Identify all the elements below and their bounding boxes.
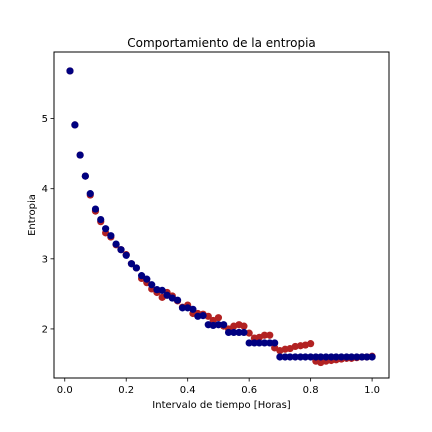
data-point	[240, 322, 248, 330]
data-point	[97, 215, 105, 224]
data-point	[143, 275, 151, 283]
data-point	[137, 272, 146, 280]
data-point	[286, 353, 294, 361]
data-point	[132, 264, 140, 272]
data-point	[276, 353, 284, 361]
data-point	[266, 331, 274, 339]
data-point	[260, 339, 269, 347]
data-point	[102, 225, 110, 233]
data-point	[337, 353, 345, 361]
x-tick-label: 0.8	[303, 385, 319, 396]
data-point	[266, 339, 274, 347]
data-point	[81, 172, 89, 180]
data-point	[127, 260, 136, 268]
data-point	[112, 240, 120, 248]
data-point	[189, 305, 197, 313]
data-point	[76, 151, 84, 159]
data-point	[363, 353, 371, 361]
data-point	[368, 353, 376, 361]
chart-title: Comportamiento de la entropia	[127, 36, 316, 50]
y-tick-label: 3	[42, 254, 48, 265]
series-2	[66, 67, 376, 361]
data-point	[240, 328, 248, 337]
data-point	[117, 246, 125, 254]
data-point	[173, 296, 182, 304]
plot-area	[53, 51, 390, 379]
y-axis: 2 3 4 5	[42, 114, 54, 335]
data-point	[230, 328, 238, 337]
data-point	[178, 304, 187, 312]
data-point	[214, 314, 223, 322]
data-point	[353, 353, 361, 361]
x-axis: 0.0 0.2 0.4 0.6 0.8 1.0	[57, 378, 380, 396]
data-point	[271, 339, 279, 347]
data-point	[332, 353, 340, 361]
data-point	[66, 67, 74, 75]
data-point	[281, 353, 289, 361]
x-axis-label: Intervalo de tiempo [Horas]	[152, 400, 290, 411]
data-point	[86, 190, 94, 198]
data-point	[158, 286, 166, 294]
y-tick-label: 4	[42, 184, 48, 195]
data-point	[347, 353, 356, 361]
y-tick-label: 2	[42, 324, 48, 335]
data-point	[148, 281, 156, 289]
x-tick-label: 0.2	[118, 385, 134, 396]
data-point	[199, 312, 207, 320]
data-point	[214, 321, 223, 329]
data-point	[291, 353, 299, 361]
data-point	[220, 321, 228, 329]
data-point	[301, 353, 309, 361]
data-point	[122, 251, 130, 259]
x-tick-label: 0.4	[180, 385, 196, 396]
x-tick-label: 0.6	[241, 385, 257, 396]
data-point	[245, 339, 253, 347]
y-tick-label: 5	[42, 114, 48, 125]
data-point	[322, 353, 330, 361]
data-point	[312, 353, 320, 361]
data-point	[209, 321, 217, 330]
data-point	[224, 328, 233, 337]
data-point	[91, 205, 100, 213]
data-point	[307, 340, 315, 348]
data-point	[291, 342, 299, 351]
data-points	[66, 67, 376, 367]
data-point	[317, 353, 325, 361]
x-tick-label: 0.0	[57, 385, 73, 396]
data-point	[235, 328, 243, 337]
x-tick-label: 1.0	[364, 385, 380, 396]
data-point	[307, 353, 315, 361]
data-point	[358, 353, 366, 361]
y-axis-label: Entropia	[27, 194, 38, 236]
data-point	[71, 121, 79, 129]
data-point	[255, 339, 263, 347]
data-point	[260, 331, 269, 339]
data-point	[327, 353, 335, 361]
data-point	[107, 232, 115, 240]
